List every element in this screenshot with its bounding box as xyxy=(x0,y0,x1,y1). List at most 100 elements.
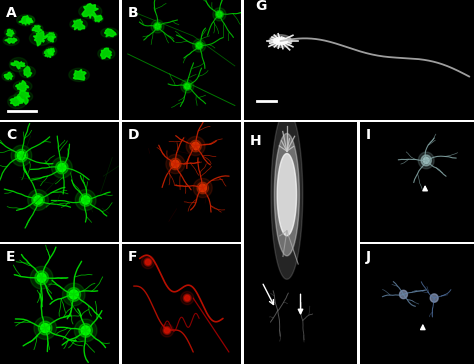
Polygon shape xyxy=(19,66,36,78)
Polygon shape xyxy=(5,38,17,43)
Polygon shape xyxy=(15,149,27,162)
Polygon shape xyxy=(26,18,32,23)
Polygon shape xyxy=(101,28,118,38)
Polygon shape xyxy=(17,15,35,26)
Polygon shape xyxy=(199,184,207,192)
Polygon shape xyxy=(193,178,212,198)
Polygon shape xyxy=(52,157,72,178)
Polygon shape xyxy=(217,12,222,17)
Polygon shape xyxy=(190,140,201,152)
Polygon shape xyxy=(8,95,27,108)
Polygon shape xyxy=(94,15,102,22)
Polygon shape xyxy=(34,196,42,204)
Polygon shape xyxy=(63,283,85,306)
Polygon shape xyxy=(163,327,171,335)
Polygon shape xyxy=(144,258,152,266)
Polygon shape xyxy=(421,155,431,166)
Polygon shape xyxy=(192,39,206,52)
Polygon shape xyxy=(98,48,115,60)
Polygon shape xyxy=(170,158,181,170)
Polygon shape xyxy=(58,163,66,172)
Polygon shape xyxy=(55,161,68,174)
Polygon shape xyxy=(73,70,86,80)
Text: I: I xyxy=(366,128,371,142)
Polygon shape xyxy=(16,80,29,91)
Polygon shape xyxy=(19,16,33,25)
Polygon shape xyxy=(104,29,116,37)
Polygon shape xyxy=(9,58,27,72)
Polygon shape xyxy=(74,319,97,342)
Polygon shape xyxy=(161,324,173,337)
Polygon shape xyxy=(423,157,429,163)
Polygon shape xyxy=(92,15,103,23)
Polygon shape xyxy=(45,47,57,56)
Polygon shape xyxy=(100,48,111,59)
Polygon shape xyxy=(80,194,92,206)
Text: E: E xyxy=(6,250,16,264)
Polygon shape xyxy=(45,32,57,39)
Polygon shape xyxy=(17,91,30,104)
Polygon shape xyxy=(172,160,179,168)
Text: C: C xyxy=(6,128,16,142)
Polygon shape xyxy=(46,33,56,40)
Polygon shape xyxy=(216,11,223,18)
Polygon shape xyxy=(24,16,35,24)
Polygon shape xyxy=(82,196,90,204)
Polygon shape xyxy=(11,145,32,166)
Polygon shape xyxy=(154,23,162,30)
Polygon shape xyxy=(183,82,191,90)
Polygon shape xyxy=(10,96,24,106)
Polygon shape xyxy=(141,256,155,269)
Polygon shape xyxy=(72,19,85,30)
Polygon shape xyxy=(155,24,160,29)
Text: A: A xyxy=(6,6,17,20)
Polygon shape xyxy=(197,182,209,194)
Polygon shape xyxy=(81,326,90,335)
Polygon shape xyxy=(43,49,55,58)
Polygon shape xyxy=(5,28,16,37)
Polygon shape xyxy=(166,154,185,174)
Polygon shape xyxy=(271,110,303,279)
Polygon shape xyxy=(32,194,44,206)
Polygon shape xyxy=(277,39,284,43)
Polygon shape xyxy=(183,294,191,302)
Polygon shape xyxy=(195,41,203,50)
Polygon shape xyxy=(34,317,56,339)
Polygon shape xyxy=(70,19,87,30)
Polygon shape xyxy=(45,50,54,58)
Polygon shape xyxy=(181,292,194,305)
Polygon shape xyxy=(30,266,53,289)
Polygon shape xyxy=(13,81,32,92)
Polygon shape xyxy=(27,190,48,210)
Polygon shape xyxy=(146,260,151,265)
Text: D: D xyxy=(128,128,139,142)
Polygon shape xyxy=(3,35,19,46)
Polygon shape xyxy=(69,68,90,82)
Polygon shape xyxy=(4,72,13,80)
Polygon shape xyxy=(69,290,78,299)
Polygon shape xyxy=(67,288,81,301)
Polygon shape xyxy=(11,61,25,69)
Text: J: J xyxy=(366,250,371,264)
Text: B: B xyxy=(128,6,138,20)
Polygon shape xyxy=(186,136,205,156)
Polygon shape xyxy=(400,290,408,299)
Polygon shape xyxy=(2,71,15,81)
Polygon shape xyxy=(37,273,46,282)
Polygon shape xyxy=(164,328,170,333)
Polygon shape xyxy=(38,321,52,335)
Polygon shape xyxy=(181,80,194,93)
Polygon shape xyxy=(47,48,55,55)
Polygon shape xyxy=(213,8,226,21)
Polygon shape xyxy=(82,4,99,19)
Polygon shape xyxy=(35,271,48,285)
Polygon shape xyxy=(31,24,43,33)
Polygon shape xyxy=(269,35,292,47)
Polygon shape xyxy=(79,4,102,19)
Polygon shape xyxy=(418,152,434,169)
Polygon shape xyxy=(79,324,92,337)
Polygon shape xyxy=(273,37,287,45)
Polygon shape xyxy=(41,324,50,333)
Polygon shape xyxy=(24,66,32,77)
Polygon shape xyxy=(17,151,26,160)
